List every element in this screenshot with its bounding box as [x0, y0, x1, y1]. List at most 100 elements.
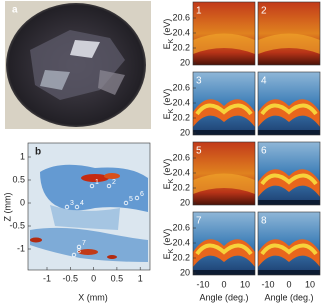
- y-tick-label: 20.6: [172, 222, 190, 232]
- y-tick-label: 20.6: [172, 12, 190, 22]
- panel-number: 7: [196, 216, 202, 227]
- dark-edge: [258, 200, 320, 205]
- axis-label: EK (eV): [162, 19, 174, 50]
- frame: [192, 71, 256, 136]
- y-tick-label: 20.4: [172, 237, 190, 247]
- arpes-panel: 3: [192, 71, 256, 136]
- band: [193, 33, 255, 54]
- band-core: [195, 103, 253, 116]
- arpes-panel: 1: [192, 1, 256, 66]
- frame: [257, 1, 321, 66]
- axis-label: Angle (deg.): [199, 292, 248, 302]
- y-tick-label: 1: [20, 151, 25, 161]
- y-tick-label: 20.2: [172, 42, 190, 52]
- point-marker: [89, 183, 95, 189]
- band: [193, 173, 255, 194]
- point-marker: [64, 204, 70, 210]
- band-core: [260, 243, 318, 256]
- x-tick-label: 10: [240, 279, 250, 289]
- axis-label-unit: (eV): [162, 159, 172, 176]
- point-label: 8: [77, 248, 81, 255]
- axis-label-unit: (eV): [162, 229, 172, 246]
- x-tick-label: -10: [196, 279, 209, 289]
- y-tick-label: 20.2: [172, 112, 190, 122]
- axis-label: EK (eV): [162, 229, 174, 260]
- frame: [192, 211, 256, 276]
- dark-edge: [258, 130, 320, 135]
- arpes-panel: 6: [257, 141, 321, 206]
- x-tick-label: 0: [286, 279, 291, 289]
- y-tick-label: 20.4: [172, 97, 190, 107]
- axis-label-unit: (eV): [162, 19, 172, 36]
- axis-label: X (mm): [78, 292, 108, 302]
- axis-label-main: E: [162, 253, 172, 259]
- y-tick-label: 20.6: [172, 82, 190, 92]
- point-label: 7: [82, 240, 86, 247]
- x-tick-label: 0: [91, 273, 96, 283]
- x-tick-label: 1: [138, 273, 143, 283]
- x-tick-label: 10: [305, 279, 315, 289]
- panel-number: 2: [261, 6, 267, 17]
- panel-number: 3: [196, 76, 202, 87]
- axis-label: Angle (deg.): [264, 292, 313, 302]
- axis-label: EK (eV): [162, 89, 174, 120]
- x-tick-label: -1: [43, 273, 51, 283]
- y-tick-label: 20.4: [172, 27, 190, 37]
- point-marker: [123, 200, 129, 206]
- y-tick-label: 20.6: [172, 152, 190, 162]
- panel-number: 8: [261, 216, 267, 227]
- map-panel: b Z (mm) X (mm): [2, 142, 151, 302]
- panel-number: 1: [196, 6, 202, 17]
- x-tick-label: -10: [261, 279, 274, 289]
- dark-edge: [193, 130, 255, 135]
- point-marker: [71, 252, 77, 258]
- arpes-panel: 4: [257, 71, 321, 136]
- x-tick-label: 0: [221, 279, 226, 289]
- frame: [257, 71, 321, 136]
- axis-label-sub: K: [168, 108, 175, 113]
- point-label: 6: [140, 191, 144, 198]
- band: [258, 33, 320, 54]
- point-label: 3: [70, 200, 74, 207]
- dark-edge: [193, 270, 255, 275]
- y-tick-label: 20: [180, 127, 190, 137]
- axis-label-sub: K: [168, 178, 175, 183]
- panel-number: 5: [196, 146, 202, 157]
- axis-label: EK (eV): [162, 159, 174, 190]
- y-tick-label: 20: [180, 57, 190, 67]
- axis-label-unit: (eV): [162, 89, 172, 106]
- y-tick-label: 0.5: [12, 174, 25, 184]
- point-marker: [74, 204, 80, 210]
- y-tick-label: 20.2: [172, 182, 190, 192]
- point-marker: [134, 195, 140, 201]
- photo-panel: a: [5, 1, 151, 129]
- arpes-panel: 7: [192, 211, 256, 276]
- panel-number: 4: [261, 76, 267, 87]
- arpes-panel: 5: [192, 141, 256, 206]
- axis-label-sub: K: [168, 248, 175, 253]
- y-tick-label: -0.5: [9, 220, 25, 230]
- frame: [192, 1, 256, 66]
- frame: [257, 141, 321, 206]
- y-tick-label: 20.2: [172, 252, 190, 262]
- arpes-panel: 8: [257, 211, 321, 276]
- y-tick-label: 20.4: [172, 167, 190, 177]
- x-tick-label: -0.5: [63, 273, 79, 283]
- frame: [257, 211, 321, 276]
- point-marker: [106, 183, 112, 189]
- axis-label-main: E: [162, 183, 172, 189]
- panel-label: b: [35, 147, 41, 158]
- band-core: [260, 103, 318, 116]
- point-label: 4: [80, 200, 84, 207]
- arpes-panel: 2: [257, 1, 321, 66]
- point-label: 2: [112, 179, 116, 186]
- y-tick-label: 20: [180, 267, 190, 277]
- y-tick-label: 20: [180, 197, 190, 207]
- x-tick-label: 0.5: [111, 273, 124, 283]
- point-marker: [76, 244, 82, 250]
- panel-label: a: [12, 5, 18, 16]
- y-tick-label: -1: [17, 243, 25, 253]
- dark-edge: [258, 270, 320, 275]
